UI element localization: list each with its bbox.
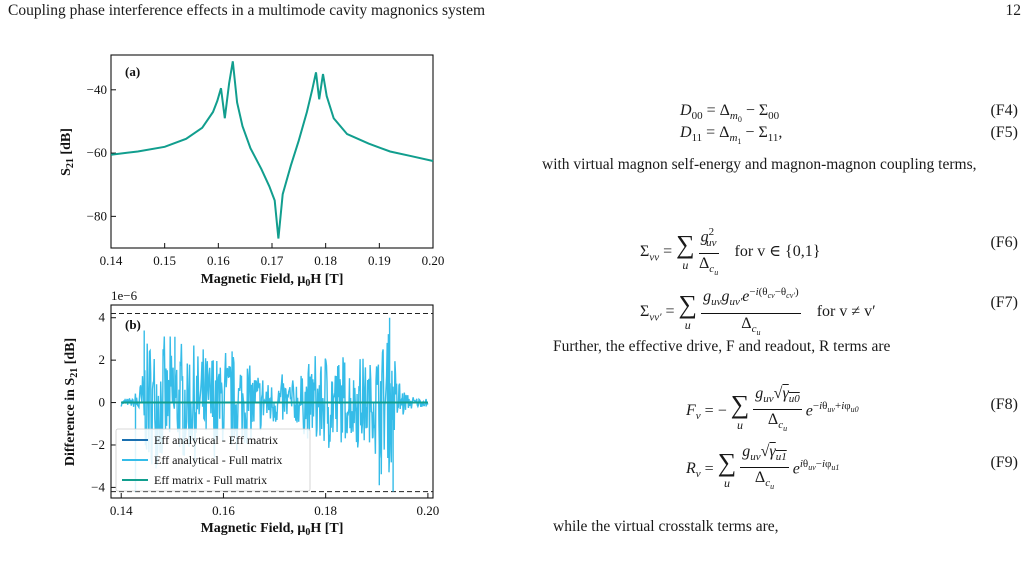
- paragraph-crosstalk-text: while the virtual crosstalk terms are,: [553, 518, 779, 535]
- panel-a-x-tick-label: 0.17: [261, 253, 284, 268]
- panel-b-y-tick-label: 2: [99, 352, 106, 367]
- paragraph-drive-text: Further, the effective drive, F and read…: [553, 338, 891, 355]
- panel-a-s21-series: [110, 61, 434, 239]
- equation-F9: Rv = ∑ u guv√γu1 Δcu eiθuv−iφu1: [686, 443, 840, 492]
- paragraph-coupling-text: with virtual magnon self-energy and magn…: [542, 156, 977, 173]
- panel-b-x-tick-label: 0.20: [417, 503, 440, 518]
- equation-F6: Σvv = ∑ u g2uv Δcu for v ∈ {0,1}: [640, 222, 820, 283]
- equation-number-F6: (F6): [990, 234, 1018, 251]
- panel-b-y-ticks: 4 2 0 −2 −4: [91, 310, 116, 494]
- panel-b-y-tick-label: −2: [91, 437, 105, 452]
- panel-a-x-tick-label: 0.16: [207, 253, 230, 268]
- panel-a-label: (a): [125, 64, 140, 79]
- paragraph-crosstalk: while the virtual crosstalk terms are,: [553, 516, 1023, 537]
- panel-a-y-tick-label: −80: [87, 208, 107, 223]
- legend-box: [115, 428, 311, 492]
- condition-F7: for v ≠ v′: [816, 303, 876, 321]
- figure: (a) 0.14 0.15 0.16 0.17 0.18 0.19 0.20 −40−60−…: [59, 54, 445, 538]
- panel-a-y-tick-label: −60: [87, 145, 107, 160]
- condition-F6: for v ∈ {0,1}: [734, 243, 821, 261]
- panel-b-ylabel: Difference in S21 [dB]: [63, 338, 80, 466]
- panel-a-xlabel: Magnetic Field, μ0H [T]: [201, 272, 344, 289]
- panel-b-label: (b): [125, 317, 141, 332]
- panel-a-x-ticks: 0.14 0.15 0.16 0.17 0.18 0.19 0.20: [100, 243, 445, 268]
- panel-a: (a) 0.14 0.15 0.16 0.17 0.18 0.19 0.20 −40−60−…: [59, 54, 445, 289]
- panel-b-y-tick-label: −4: [91, 479, 105, 494]
- equation-number-F7: (F7): [990, 294, 1018, 311]
- equation-number-F9: (F9): [990, 454, 1018, 471]
- panel-b-x-tick-label: 0.14: [110, 503, 133, 518]
- equation-number-F8: (F8): [990, 396, 1018, 413]
- equation-F7: Σvv′ = ∑ u guvguv′e−i(θcv−θcv′) Δcu for v …: [640, 282, 876, 343]
- legend-entry-3: Eff matrix - Full matrix: [154, 473, 267, 487]
- panel-b-x-tick-label: 0.18: [314, 503, 337, 518]
- panel-a-x-tick-label: 0.20: [422, 253, 445, 268]
- panel-b: 1e−6 (b) 0.14 0.16 0.18 0.20 4 2 0 −2 −4 Eff an…: [63, 288, 439, 538]
- panel-b-y-tick-label: 0: [99, 395, 106, 410]
- running-title: Coupling phase interference effects in a…: [8, 2, 486, 19]
- panel-b-x-ticks: 0.14 0.16 0.18 0.20: [110, 493, 439, 518]
- panel-b-xlabel: Magnetic Field, μ0H [T]: [201, 521, 344, 538]
- panel-b-frame: [110, 304, 434, 499]
- panel-a-x-tick-label: 0.15: [153, 253, 176, 268]
- panel-a-x-tick-label: 0.19: [368, 253, 391, 268]
- panel-b-bounds: [111, 312, 433, 493]
- panel-b-y-tick-label: 4: [99, 310, 106, 325]
- equation-F4: D00 = Δm0 − Σ00: [680, 102, 780, 125]
- equation-F8: Fv = − ∑ u guv√γu0 Δcu e−iθuv+iφu0: [686, 385, 859, 434]
- paragraph-coupling: with virtual magnon self-energy and magn…: [542, 154, 1022, 175]
- panel-b-legend: Eff analytical - Eff matrix Eff analytic…: [115, 428, 311, 492]
- legend-entry-1: Eff analytical - Eff matrix: [154, 433, 278, 447]
- equation-F5: D11 = Δm1 − Σ11,: [680, 124, 783, 147]
- panel-b-x-tick-label: 0.16: [212, 503, 235, 518]
- paragraph-drive: Further, the effective drive, F and read…: [553, 336, 1023, 357]
- panel-a-x-tick-label: 0.14: [100, 253, 123, 268]
- sum-symbol: ∑ u: [676, 230, 695, 273]
- panel-a-y-ticks: −40 −60 −80: [87, 82, 116, 223]
- legend-entry-2: Eff analytical - Full matrix: [154, 453, 282, 467]
- panel-a-ylabel: S21 [dB]: [59, 128, 76, 176]
- panel-b-scale-label: 1e−6: [111, 288, 138, 303]
- panel-a-frame: [110, 54, 434, 249]
- equation-number-F5: (F5): [990, 124, 1018, 141]
- page-number: 12: [1005, 2, 1022, 19]
- panel-a-x-tick-label: 0.18: [314, 253, 337, 268]
- panel-a-y-tick-label: −40: [87, 82, 107, 97]
- equation-number-F4: (F4): [990, 102, 1018, 119]
